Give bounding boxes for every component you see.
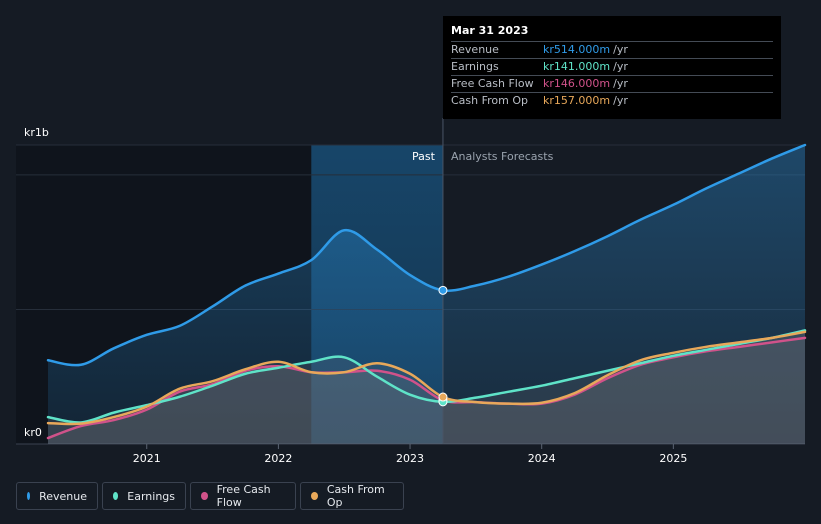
tooltip-row-value: kr157.000m <box>543 94 611 107</box>
tooltip-row-unit: /yr <box>613 94 628 107</box>
tooltip-row: Cash From Op kr157.000m/yr <box>451 92 773 109</box>
x-tick-label: 2025 <box>659 452 687 465</box>
legend-dot-icon <box>113 492 119 500</box>
tooltip-rows: Revenue kr514.000m/yr Earnings kr141.000m/y… <box>451 41 773 109</box>
x-tick-label: 2022 <box>264 452 292 465</box>
cfo-line <box>46 330 807 426</box>
tooltip-row-unit: /yr <box>613 60 628 73</box>
tooltip-row-name: Free Cash Flow <box>451 77 534 90</box>
legend-dot-icon <box>311 492 318 500</box>
past-label: Past <box>412 150 436 163</box>
cfo-point <box>438 392 448 402</box>
tooltip-row: Revenue kr514.000m/yr <box>451 41 773 58</box>
x-tick-label: 2024 <box>528 452 556 465</box>
hover-markers <box>438 285 448 407</box>
x-axis: 2021 2022 2023 2024 2025 <box>133 444 687 465</box>
series-lines <box>46 143 807 440</box>
tooltip-row: Earnings kr141.000m/yr <box>451 58 773 75</box>
tooltip-row: Free Cash Flow kr146.000m/yr <box>451 75 773 92</box>
legend-label: Revenue <box>39 489 87 503</box>
tooltip-row-unit: /yr <box>613 43 628 56</box>
y-axis-top-label: kr1b <box>24 126 49 139</box>
tooltip-date: Mar 31 2023 <box>451 24 529 37</box>
fcf-line <box>46 336 807 440</box>
earnings-line <box>46 329 807 424</box>
legend-item-free-cash-flow[interactable]: Free Cash Flow <box>190 482 296 510</box>
x-tick-label: 2021 <box>133 452 161 465</box>
tooltip-row-name: Earnings <box>451 60 499 73</box>
revenue-point <box>438 285 448 295</box>
legend-label: Free Cash Flow <box>216 483 271 509</box>
tooltip-row-unit: /yr <box>613 77 628 90</box>
earnings-area <box>48 330 805 444</box>
forecast-label: Analysts Forecasts <box>451 150 554 163</box>
x-tick-label: 2023 <box>396 452 424 465</box>
cfo-area <box>48 331 805 444</box>
legend-item-revenue[interactable]: Revenue <box>16 482 98 510</box>
legend-label: Cash From Op <box>326 483 385 509</box>
legend-label: Earnings <box>127 489 175 503</box>
tooltip-row-name: Revenue <box>451 43 499 56</box>
legend-item-earnings[interactable]: Earnings <box>102 482 186 510</box>
legend-dot-icon <box>27 492 31 500</box>
revenue-line <box>46 143 807 367</box>
tooltip-row-value: kr146.000m <box>543 77 611 90</box>
y-axis-bottom-label: kr0 <box>24 426 42 439</box>
tooltip-row-name: Cash From Op <box>451 94 529 107</box>
legend: Revenue Earnings Free Cash Flow Cash From O… <box>16 482 404 510</box>
tooltip-row-value: kr514.000m <box>543 43 611 56</box>
tooltip-row-value: kr141.000m <box>543 60 611 73</box>
tooltip: Mar 31 2023 Revenue kr514.000m/yr Earnings… <box>443 16 781 119</box>
legend-item-cash-from-op[interactable]: Cash From Op <box>300 482 404 510</box>
legend-dot-icon <box>201 492 208 500</box>
